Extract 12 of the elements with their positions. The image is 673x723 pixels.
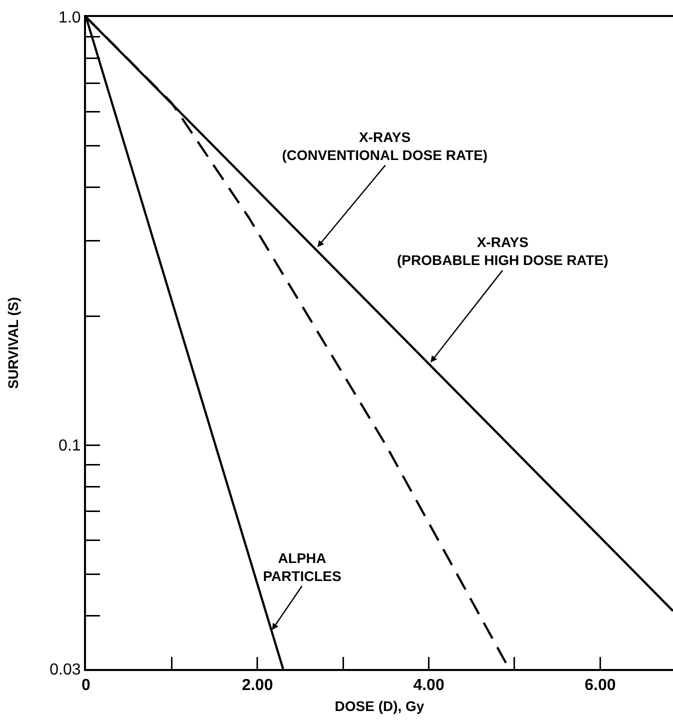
annotation: ALPHA PARTICLES (263, 550, 342, 584)
y-tick-label: 0.1 (58, 438, 81, 455)
y-axis-title: SURVIVAL (S) (4, 297, 21, 389)
x-tick-label: 6.00 (584, 677, 616, 694)
y-tick-label: 0.03 (50, 662, 81, 679)
annotation: X-RAYS (CONVENTIONAL DOSE RATE) (282, 129, 488, 164)
y-tick-label: 1.0 (58, 10, 81, 27)
annotation: X-RAYS (PROBABLE HIGH DOSE RATE) (397, 234, 608, 268)
x-axis-title: DOSE (D), Gy (334, 698, 424, 714)
x-tick-label: 0 (82, 677, 91, 694)
x-tick-label: 4.00 (413, 677, 444, 694)
x-tick-label: 2.00 (242, 677, 274, 694)
